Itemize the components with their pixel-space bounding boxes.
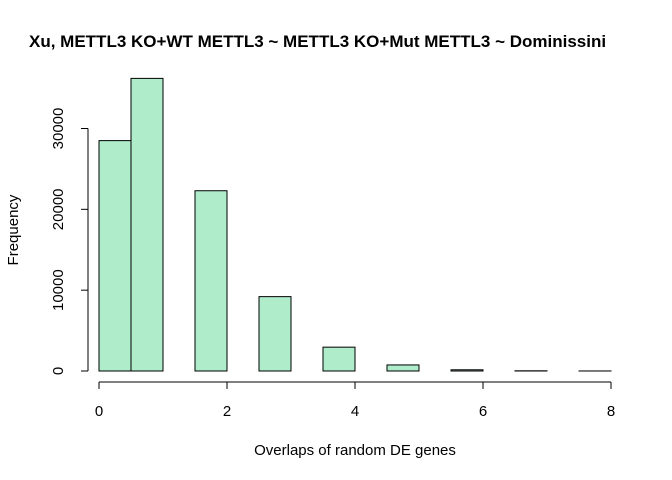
histogram-bar-1 bbox=[130, 77, 164, 372]
y-tick-label-3: 30000 bbox=[50, 108, 67, 150]
y-axis-label: Frequency bbox=[5, 194, 22, 265]
histogram-bar-7 bbox=[322, 346, 356, 372]
histogram-bar-11 bbox=[450, 369, 484, 372]
y-tick-label-1: 10000 bbox=[50, 269, 67, 311]
histogram-bar-9 bbox=[386, 364, 420, 372]
y-tick-label-0: 0 bbox=[50, 367, 67, 375]
chart-title: Xu, METTL3 KO+WT METTL3 ~ METTL3 KO+Mut … bbox=[29, 32, 606, 51]
x-tick-label-2: 4 bbox=[351, 403, 359, 420]
x-tick-label-0: 0 bbox=[95, 403, 103, 420]
bars-group bbox=[98, 77, 612, 372]
histogram-bar-3 bbox=[194, 190, 228, 372]
x-tick-label-4: 8 bbox=[607, 403, 615, 420]
y-axis: 0 10000 20000 30000 bbox=[50, 108, 89, 375]
x-axis-label: Overlaps of random DE genes bbox=[254, 442, 456, 459]
histogram-bar-0 bbox=[98, 140, 132, 372]
x-axis: 0 2 4 6 8 bbox=[95, 381, 615, 420]
x-tick-label-3: 6 bbox=[479, 403, 487, 420]
x-tick-label-1: 2 bbox=[223, 403, 231, 420]
histogram-bar-5 bbox=[258, 296, 292, 372]
y-tick-label-2: 20000 bbox=[50, 188, 67, 230]
